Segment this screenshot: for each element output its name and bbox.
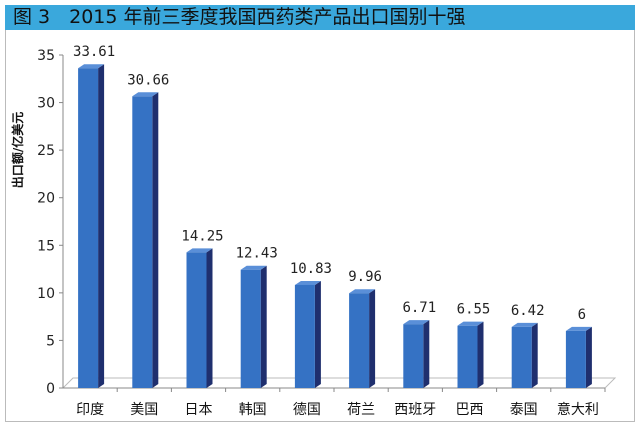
data-label: 6.55	[457, 302, 491, 318]
x-tick-label: 泰国	[510, 402, 538, 418]
bar-top	[186, 248, 213, 253]
bar-top	[403, 320, 430, 325]
bar	[240, 269, 261, 388]
bar	[294, 284, 315, 388]
x-tick-label: 意大利	[557, 401, 599, 418]
data-label: 10.83	[290, 261, 332, 277]
bar	[132, 96, 153, 389]
y-tick-label: 25	[37, 143, 55, 159]
x-tick-label: 韩国	[239, 402, 267, 418]
bar-top	[240, 265, 267, 270]
bar-side	[206, 248, 213, 388]
data-label: 6	[578, 307, 586, 323]
x-tick-label: 日本	[185, 402, 213, 418]
bar-top	[294, 280, 321, 285]
bar-top	[457, 321, 484, 326]
y-tick-label: 35	[37, 48, 55, 64]
bar	[186, 252, 207, 388]
data-label: 9.96	[348, 269, 382, 285]
bar	[457, 325, 478, 388]
bar	[403, 324, 424, 388]
bar	[565, 330, 586, 388]
x-tick-label: 巴西	[456, 402, 484, 418]
bar-side	[98, 64, 105, 388]
data-label: 30.66	[127, 72, 169, 88]
bar-top	[349, 289, 376, 294]
y-tick-label: 10	[37, 286, 55, 302]
bar-side	[314, 280, 321, 388]
x-tick-label: 西班牙	[394, 402, 436, 418]
y-tick-label: 20	[37, 191, 55, 207]
bar	[78, 68, 99, 388]
data-label: 6.42	[511, 303, 545, 319]
bar-side	[369, 289, 376, 388]
x-tick-label: 德国	[293, 402, 321, 418]
bar-top	[511, 322, 538, 327]
y-tick-label: 0	[46, 381, 55, 397]
bar-top	[132, 92, 159, 97]
bar-side	[585, 326, 592, 388]
x-tick-label: 美国	[130, 402, 158, 418]
bar	[349, 293, 370, 388]
data-label: 12.43	[236, 246, 278, 262]
data-label: 14.25	[181, 228, 223, 244]
y-tick-label: 15	[37, 238, 55, 254]
bar	[511, 326, 532, 388]
data-label: 33.61	[73, 44, 115, 60]
y-tick-label: 5	[46, 333, 55, 349]
chart-frame	[5, 30, 635, 422]
data-label: 6.71	[402, 300, 436, 316]
bar-side	[260, 265, 267, 388]
bar-top	[565, 326, 592, 331]
bar-side	[152, 92, 159, 389]
y-axis-label: 出口额/亿美元	[10, 112, 25, 188]
y-tick-label: 30	[37, 96, 55, 112]
bar-side	[423, 320, 430, 388]
x-tick-label: 荷兰	[347, 402, 375, 418]
bar-side	[477, 321, 484, 388]
bar-top	[78, 64, 105, 69]
chart-title: 图 3 2015 年前三季度我国西药类产品出口国别十强	[5, 5, 635, 30]
bar-side	[531, 322, 538, 388]
x-tick-label: 印度	[76, 402, 104, 418]
